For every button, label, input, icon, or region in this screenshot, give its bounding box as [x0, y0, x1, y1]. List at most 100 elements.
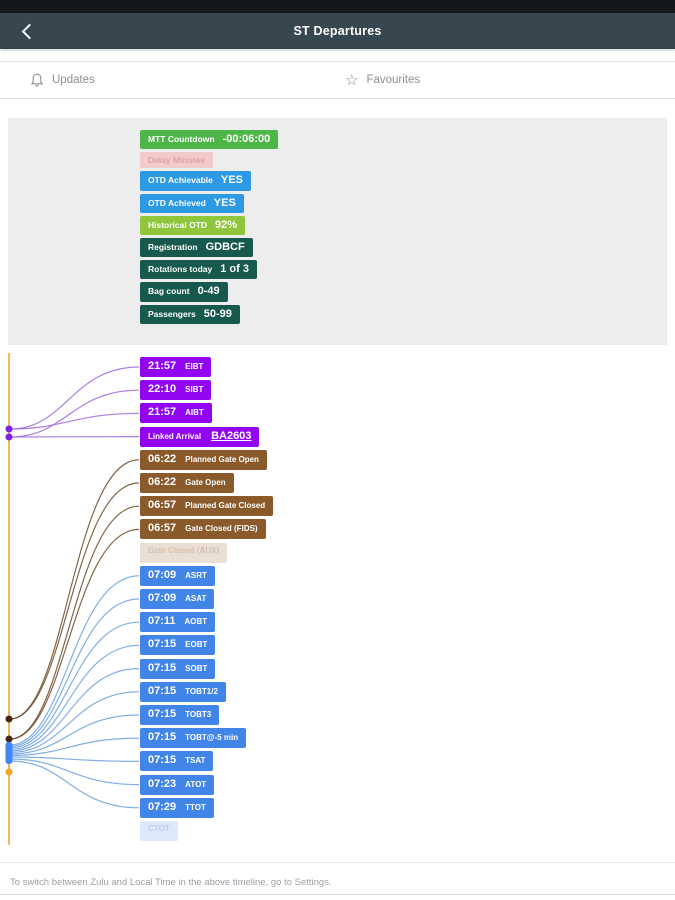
- badge-value: 50-99: [203, 307, 232, 320]
- event-time: 07:15: [148, 661, 177, 674]
- event-connector-line: [9, 644, 140, 751]
- timeline-event-asat: 07:09 ASAT: [140, 589, 215, 609]
- event-label: TSAT: [185, 756, 206, 766]
- summary-badge-delay-minutes: Delay Minutes: [140, 152, 214, 169]
- summary-badge-otd-achieved: OTD Achieved YES: [140, 193, 244, 213]
- linked-arrival-flight-link[interactable]: BA2603: [211, 429, 252, 442]
- summary-badge-mtt-countdown: MTT Countdown -00:06:00: [140, 130, 279, 150]
- arrival-marker-dot: [5, 433, 13, 441]
- event-label: TOBT3: [185, 710, 212, 719]
- event-label: AOBT: [184, 617, 208, 627]
- tab-favourites-label: Favourites: [366, 74, 421, 86]
- departure-marker-cluster: [5, 742, 13, 764]
- badge-label: MTT Countdown: [148, 134, 215, 144]
- section-tabs: Updates ☆ Favourites: [0, 61, 675, 99]
- badge-value: GDBCF: [205, 240, 245, 253]
- event-label: Linked Arrival: [148, 431, 202, 441]
- badge-value: 1 of 3: [220, 263, 249, 276]
- gate-marker-dot: [5, 735, 13, 743]
- timeline-event-aibt: 21:57 AIBT: [140, 403, 212, 424]
- event-connector-line: [9, 412, 140, 430]
- timeline-event-eibt: 21:57 EIBT: [140, 357, 212, 377]
- back-chevron-icon: [21, 23, 37, 39]
- footer-divider-bottom: [0, 894, 675, 895]
- event-label: Gate Closed (FIDS): [185, 524, 258, 534]
- event-label: Planned Gate Closed: [185, 501, 266, 511]
- event-label: AIBT: [185, 408, 204, 418]
- badge-value: -00:06:00: [222, 133, 271, 145]
- tab-favourites[interactable]: ☆ Favourites: [345, 73, 420, 88]
- event-connector-line: [9, 758, 140, 786]
- event-time: 06:22: [148, 452, 177, 465]
- summary-badge-historical-otd: Historical OTD 92%: [140, 215, 246, 235]
- app-bar: ST Departures: [0, 13, 675, 49]
- timeline-event-ctot: CTOT: [140, 821, 178, 841]
- event-connector-line: [9, 714, 140, 755]
- badge-label: OTD Achieved: [148, 197, 206, 208]
- gate-marker-dot: [5, 715, 13, 723]
- event-connector-line: [9, 505, 140, 740]
- summary-badge-bag-count: Bag count 0-49: [140, 282, 228, 302]
- event-time: 06:22: [148, 476, 177, 488]
- event-label: ATOT: [185, 779, 207, 789]
- summary-badge-registration: Registration GDBCF: [140, 237, 253, 258]
- event-connector-line: [9, 668, 140, 752]
- timeline-event-planned-gate-closed: 06:57 Planned Gate Closed: [140, 496, 274, 517]
- event-time: 07:29: [148, 800, 177, 813]
- back-button[interactable]: [10, 13, 44, 49]
- event-label: TTOT: [185, 802, 206, 812]
- star-icon: ☆: [345, 71, 359, 89]
- timeline-event-gate-closed-fids-: 06:57 Gate Closed (FIDS): [140, 519, 266, 540]
- event-connector-line: [9, 691, 140, 754]
- timeline-event-tobt1-2: 07:15 TOBT1/2: [140, 681, 226, 702]
- event-time: 07:15: [148, 684, 177, 697]
- event-time: 21:57: [148, 360, 177, 372]
- timeline-event-sobt: 07:15 SOBT: [140, 658, 216, 679]
- timeline-event-sibt: 22:10 SIBT: [140, 380, 212, 401]
- event-time: 07:15: [148, 638, 177, 651]
- event-time: 06:57: [148, 522, 177, 535]
- tab-updates-label: Updates: [52, 74, 95, 86]
- event-label: Gate Open: [185, 478, 226, 487]
- badge-value: YES: [213, 196, 236, 209]
- timeline-graph: [5, 353, 140, 845]
- event-time: 07:15: [148, 708, 177, 720]
- bell-icon: [30, 73, 44, 86]
- timeline-event-atot: 07:23 ATOT: [140, 774, 215, 795]
- status-bar: [0, 0, 675, 13]
- badge-value: 0-49: [197, 285, 220, 298]
- event-label: ASAT: [185, 594, 207, 603]
- flight-summary-panel: MTT Countdown -00:06:00 Delay Minutes OTD A…: [8, 118, 667, 345]
- event-connector-line: [9, 760, 140, 809]
- timeline-event-tobt3: 07:15 TOBT3: [140, 705, 220, 725]
- timeline-event-gate-open: 06:22 Gate Open: [140, 473, 234, 493]
- event-time: 06:57: [148, 499, 177, 512]
- timeline-event-tobt-5-min: 07:15 TOBT@-5 min: [140, 728, 247, 749]
- event-label: TOBT@-5 min: [185, 733, 239, 743]
- badge-label: Bag count: [148, 286, 190, 297]
- badge-label: Registration: [148, 241, 198, 252]
- event-label: EIBT: [185, 362, 204, 371]
- badge-label: Passengers: [148, 308, 196, 319]
- arrival-marker-dot: [5, 425, 13, 433]
- event-label: TOBT1/2: [185, 686, 218, 696]
- event-connector-line: [9, 737, 140, 757]
- event-label: ASRT: [185, 570, 207, 580]
- now-marker-dot: [5, 768, 13, 776]
- event-time: 07:09: [148, 568, 177, 581]
- event-time: 07:23: [148, 777, 177, 790]
- badge-label: Delay Minutes: [148, 155, 206, 166]
- event-label: CTOT: [148, 824, 170, 833]
- timezone-settings-note: To switch between Zulu and Local Time in…: [10, 877, 332, 888]
- tab-updates[interactable]: Updates: [30, 73, 345, 88]
- badge-label: OTD Achievable: [148, 175, 213, 186]
- badge-value: YES: [220, 174, 243, 187]
- event-time: 07:11: [148, 615, 176, 628]
- event-connector-line: [9, 482, 140, 720]
- timeline-event-asrt: 07:09 ASRT: [140, 565, 215, 586]
- event-connector-line: [9, 621, 140, 749]
- page-title: ST Departures: [293, 24, 382, 38]
- event-connector-line: [9, 575, 140, 746]
- event-connector-line: [9, 756, 140, 762]
